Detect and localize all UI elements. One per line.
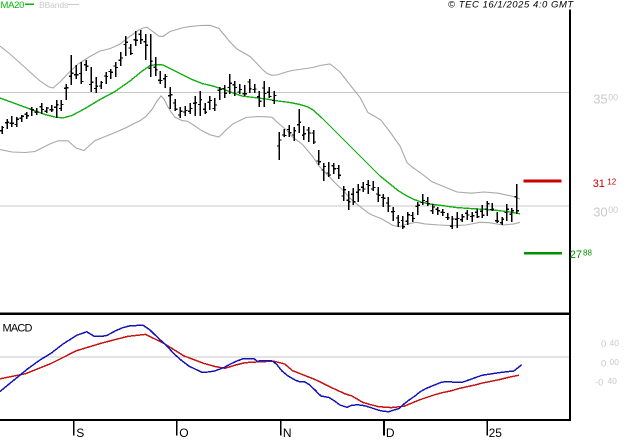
svg-text:040: 0 40 [601, 338, 619, 350]
svg-text:© TEC 16/1/2025 4:0 GMT: © TEC 16/1/2025 4:0 GMT [448, 0, 574, 11]
svg-text:25: 25 [489, 426, 503, 440]
svg-text:O: O [179, 426, 188, 440]
svg-text:MA20: MA20 [1, 0, 25, 11]
svg-text:D: D [386, 426, 395, 440]
svg-text:MACD: MACD [3, 322, 33, 334]
svg-text:000: 0 00 [601, 357, 619, 369]
svg-text:BBands: BBands [39, 0, 68, 10]
svg-text:S: S [76, 426, 84, 440]
svg-text:N: N [283, 426, 292, 440]
